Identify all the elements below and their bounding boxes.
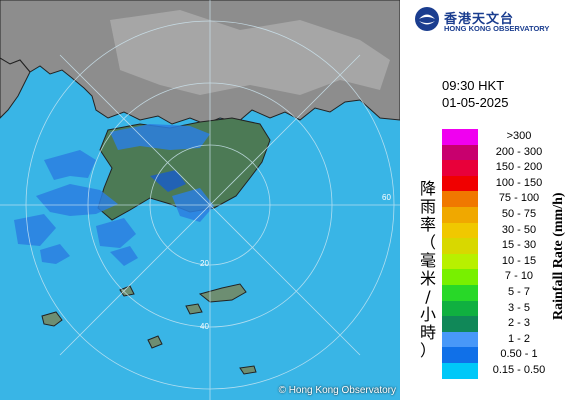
copyright-text: © Hong Kong Observatory xyxy=(278,385,396,396)
rain-echo-9 xyxy=(150,170,186,192)
legend-label: 3 - 5 xyxy=(507,301,530,314)
island-2 xyxy=(41,311,63,327)
observation-date: 01-05-2025 xyxy=(442,95,509,110)
logo-chinese-text: 香港天文台 xyxy=(444,12,515,27)
island-6 xyxy=(119,285,135,297)
hko-logo: 香港天文台 HONG KONG OBSERVATORY xyxy=(414,6,574,36)
legend-swatch xyxy=(442,253,478,270)
radar-map-svg: 20 40 60 xyxy=(0,0,400,400)
legend-label: 0.50 - 1 xyxy=(500,348,538,361)
legend-swatch xyxy=(442,238,478,254)
legend-title-english: Rainfall Rate (mm/h) xyxy=(551,192,566,320)
legend-label: 75 - 100 xyxy=(498,192,540,205)
legend-label: 1 - 2 xyxy=(507,332,530,345)
observation-time: 09:30 HKT xyxy=(442,78,505,93)
color-scale xyxy=(442,129,478,379)
island-5 xyxy=(239,365,257,375)
legend-swatch xyxy=(442,191,478,207)
legend-label: 50 - 75 xyxy=(501,207,537,220)
ring-label-60: 60 xyxy=(382,193,391,202)
rain-echo-5 xyxy=(96,218,136,248)
legend-swatch xyxy=(442,347,478,363)
legend-label: 200 - 300 xyxy=(495,145,543,158)
hko-logo-icon xyxy=(415,7,439,31)
rain-echo-3 xyxy=(36,184,118,216)
legend-swatch xyxy=(442,316,478,332)
logo-english-text: HONG KONG OBSERVATORY xyxy=(444,24,550,33)
legend-label: 5 - 7 xyxy=(507,285,530,298)
legend-label: >300 xyxy=(506,130,532,142)
legend-swatch xyxy=(442,284,478,301)
land-highlight xyxy=(110,10,390,95)
legend-swatch xyxy=(442,175,478,192)
legend-swatch xyxy=(442,160,478,176)
legend-swatch xyxy=(442,222,478,239)
legend-swatch xyxy=(442,129,478,145)
legend-label: 15 - 30 xyxy=(501,239,537,252)
legend-swatch xyxy=(442,331,478,348)
legend-swatch xyxy=(442,269,478,285)
legend-label: 100 - 150 xyxy=(495,176,543,189)
ring-label-40: 40 xyxy=(200,322,209,331)
legend-label: 7 - 10 xyxy=(504,270,534,283)
rain-echoes xyxy=(14,124,214,266)
legend-label: 30 - 50 xyxy=(501,223,537,236)
range-rings xyxy=(0,0,400,400)
rain-echo-2 xyxy=(44,150,96,180)
legend-label: 10 - 15 xyxy=(501,254,537,267)
legend-label: 150 - 200 xyxy=(495,161,543,174)
island-3 xyxy=(185,303,203,315)
legend-swatch xyxy=(442,300,478,317)
western-land xyxy=(0,57,31,119)
legend-swatch xyxy=(442,362,478,379)
grid-line-diagonal-2 xyxy=(59,54,361,356)
legend-panel: 香港天文台 HONG KONG OBSERVATORY 09:30 HKT 01… xyxy=(400,0,577,400)
color-scale-labels: >300 200 - 300 150 - 200 100 - 150 75 - 100 5… xyxy=(484,129,554,379)
rain-echo-7 xyxy=(40,244,70,264)
legend-label: 2 - 3 xyxy=(507,317,530,330)
ring-label-20: 20 xyxy=(200,259,209,268)
legend-swatch xyxy=(442,206,478,223)
island-4 xyxy=(147,335,163,349)
legend-title-chinese-text: 降雨率（毫米 / 小時） xyxy=(419,179,436,360)
legend-title-chinese: 降雨率（毫米 / 小時） xyxy=(418,180,438,360)
legend-label: 0.15 - 0.50 xyxy=(492,363,546,376)
rain-echo-8 xyxy=(110,246,138,266)
radar-map: 20 40 60 © Hong Kong Observatory xyxy=(0,0,400,400)
legend-swatch xyxy=(442,144,478,161)
rain-echo-4 xyxy=(14,214,56,246)
